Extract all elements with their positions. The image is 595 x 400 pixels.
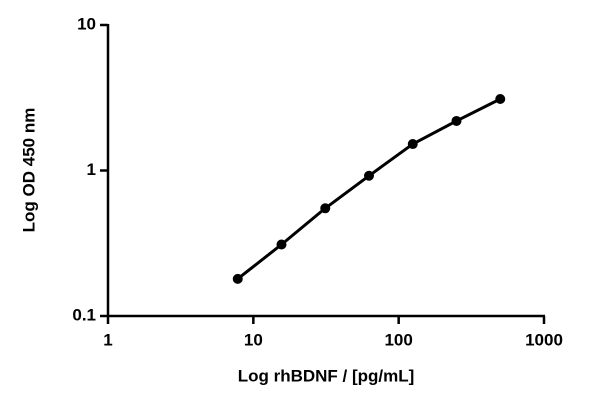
line bbox=[236, 97, 501, 281]
y-axis-title: Log OD 450 nm bbox=[19, 108, 38, 233]
point bbox=[320, 203, 331, 214]
y-tick-label: 10 bbox=[77, 14, 96, 33]
point bbox=[232, 273, 243, 284]
x-tick-label: 10 bbox=[244, 330, 263, 349]
point bbox=[407, 139, 418, 150]
x-tick-label: 1 bbox=[103, 330, 112, 349]
x-tick-label: 1000 bbox=[525, 330, 563, 349]
y-tick-label: 1 bbox=[87, 160, 96, 179]
y-tick-label: 0.1 bbox=[72, 305, 96, 324]
x-axis-title: Log rhBDNF / [pg/mL] bbox=[238, 366, 415, 385]
point bbox=[364, 170, 375, 181]
x-tick-label: 100 bbox=[384, 330, 412, 349]
point bbox=[495, 94, 506, 105]
point bbox=[451, 115, 462, 126]
point bbox=[276, 239, 287, 250]
